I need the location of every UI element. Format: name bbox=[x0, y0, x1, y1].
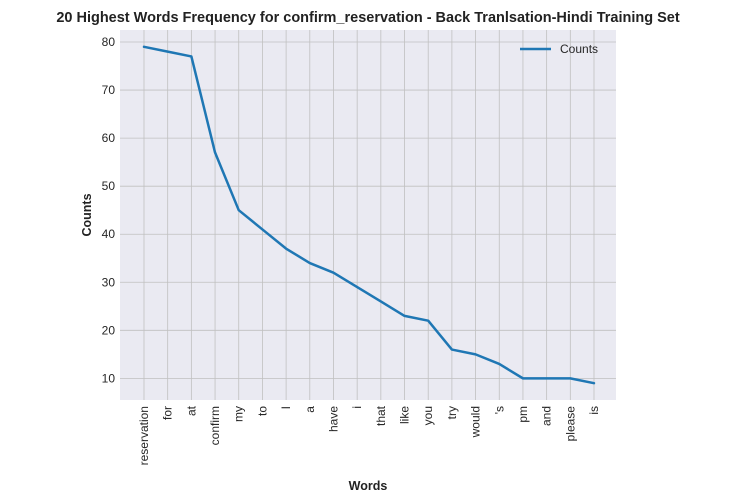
chart-title: 20 Highest Words Frequency for confirm_r… bbox=[56, 10, 680, 26]
x-tick-label: reservation bbox=[137, 406, 151, 465]
y-tick-label: 10 bbox=[102, 371, 116, 385]
x-tick-label: have bbox=[326, 406, 340, 432]
y-tick-labels: 10 20 30 40 50 60 70 80 bbox=[102, 35, 116, 385]
x-tick-label: 's bbox=[492, 406, 506, 414]
x-tick-label: you bbox=[421, 406, 435, 425]
y-tick-label: 50 bbox=[102, 179, 116, 193]
x-tick-label: and bbox=[540, 406, 554, 426]
x-tick-label: i bbox=[350, 406, 364, 409]
plot-area bbox=[120, 30, 616, 400]
y-tick-label: 40 bbox=[102, 227, 116, 241]
y-gridlines bbox=[120, 41, 616, 379]
x-axis-label: Words bbox=[349, 479, 388, 493]
x-tick-label: would bbox=[469, 406, 483, 438]
y-tick-label: 80 bbox=[102, 35, 116, 49]
x-tick-label: that bbox=[374, 405, 388, 426]
x-tick-label: like bbox=[398, 406, 412, 424]
y-axis-label: Counts bbox=[80, 193, 94, 236]
y-tick-label: 20 bbox=[102, 323, 116, 337]
series-layer bbox=[142, 45, 596, 385]
x-tick-label: confirm bbox=[208, 406, 222, 445]
x-tick-label: for bbox=[161, 406, 175, 420]
y-tick-label: 60 bbox=[102, 131, 116, 145]
x-tick-label: please bbox=[563, 406, 577, 442]
series-line-counts bbox=[142, 45, 596, 385]
x-tick-label: try bbox=[445, 406, 459, 419]
x-tick-label: is bbox=[587, 406, 601, 415]
x-tick-label: pm bbox=[516, 406, 530, 423]
y-tick-label: 70 bbox=[102, 83, 116, 97]
x-tick-label: I bbox=[279, 406, 293, 409]
legend: Counts bbox=[520, 42, 598, 56]
x-tick-label: to bbox=[255, 406, 269, 416]
x-tick-label: at bbox=[184, 405, 198, 416]
x-gridlines bbox=[143, 30, 595, 400]
y-tick-label: 30 bbox=[102, 275, 116, 289]
legend-label-counts: Counts bbox=[560, 42, 598, 56]
x-tick-label: my bbox=[232, 406, 246, 422]
x-tick-label: a bbox=[303, 406, 317, 413]
